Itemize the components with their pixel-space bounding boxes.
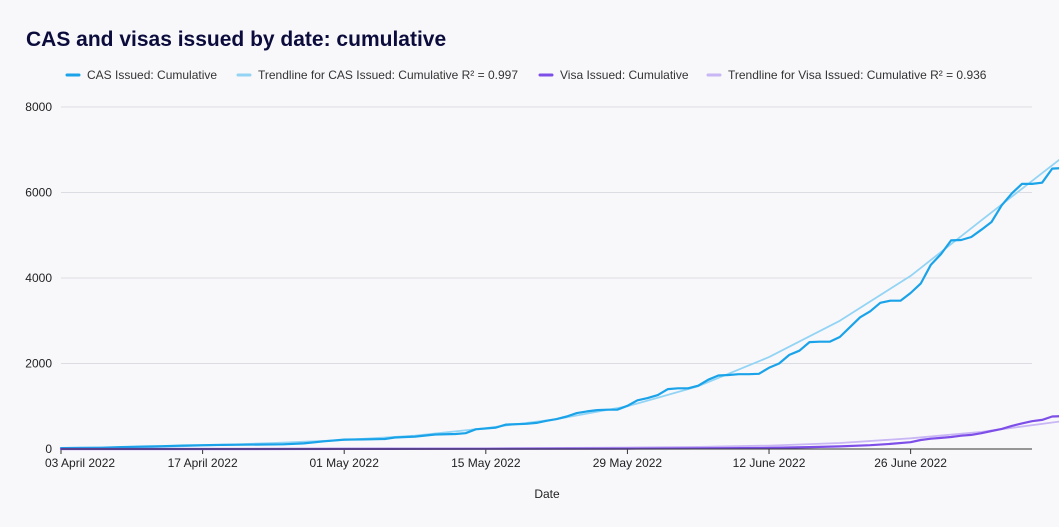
- legend-label-1: Trendline for CAS Issued: Cumulative R² …: [258, 68, 518, 82]
- x-tick-label: 15 May 2022: [451, 456, 521, 470]
- series-line-0: [59, 167, 1059, 450]
- x-tick-label: 26 June 2022: [874, 456, 947, 470]
- y-tick-label: 8000: [25, 100, 52, 114]
- y-tick-label: 6000: [25, 186, 52, 200]
- x-tick-label: 29 May 2022: [593, 456, 663, 470]
- series-lines: [59, 158, 1059, 451]
- y-tick-label: 4000: [25, 271, 52, 285]
- x-tick-label: 12 June 2022: [733, 456, 806, 470]
- legend-label-0: CAS Issued: Cumulative: [87, 68, 217, 82]
- x-tick-label: 17 April 2022: [168, 456, 238, 470]
- legend: CAS Issued: Cumulative Trendline for CAS …: [65, 68, 987, 82]
- grid-lines: [61, 106, 1032, 364]
- y-axis-ticks: 0 2000 4000 6000 8000: [25, 100, 52, 456]
- x-tick-label: 03 April 2022: [45, 456, 115, 470]
- chart-title: CAS and visas issued by date: cumulative: [26, 28, 446, 51]
- legend-label-2: Visa Issued: Cumulative: [560, 68, 689, 82]
- series-line-1: [60, 158, 1059, 450]
- y-tick-label: 0: [45, 442, 52, 456]
- y-tick-label: 2000: [25, 357, 52, 371]
- x-axis-title: Date: [534, 487, 560, 501]
- x-axis-ticks: 03 April 2022 17 April 2022 01 May 2022 15 …: [45, 449, 947, 470]
- legend-label-3: Trendline for Visa Issued: Cumulative R²…: [728, 68, 987, 82]
- x-tick-label: 01 May 2022: [310, 456, 380, 470]
